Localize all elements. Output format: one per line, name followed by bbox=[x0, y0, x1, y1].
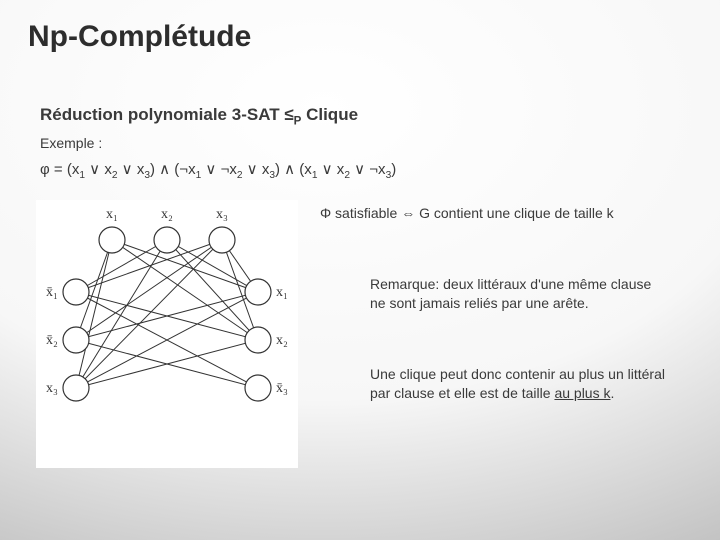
svg-text:x̄₃: x̄₃ bbox=[276, 381, 288, 396]
reduction-text-a: Réduction polynomiale 3-SAT ≤ bbox=[40, 105, 294, 124]
svg-text:x₁: x₁ bbox=[276, 285, 288, 300]
svg-text:x₂: x₂ bbox=[161, 207, 173, 222]
slide: Np-Complétude Réduction polynomiale 3-SA… bbox=[0, 0, 720, 540]
svg-text:x₃: x₃ bbox=[46, 381, 58, 396]
svg-text:x̄₂: x̄₂ bbox=[46, 333, 58, 348]
remark2-pre: Une clique peut donc contenir au plus un… bbox=[370, 366, 665, 401]
reduction-graph: x₁ x₂ x₃ x̄₁ x̄₂ x₃ x₁ x₂ x̄₃ bbox=[36, 200, 298, 468]
theorem-line: Φ satisfiable ⇔ G contient une clique de… bbox=[320, 205, 614, 221]
svg-text:x₁: x₁ bbox=[106, 207, 118, 222]
remark-2: Une clique peut donc contenir au plus un… bbox=[370, 365, 670, 403]
reduction-text-b: Clique bbox=[301, 105, 358, 124]
remark2-underlined: au plus k bbox=[554, 385, 610, 401]
svg-text:x₃: x₃ bbox=[216, 207, 228, 222]
remark-1: Remarque: deux littéraux d'une même clau… bbox=[370, 275, 660, 313]
graph-svg: x₁ x₂ x₃ x̄₁ x̄₂ x₃ x₁ x₂ x̄₃ bbox=[36, 200, 298, 440]
reduction-line: Réduction polynomiale 3-SAT ≤P Clique bbox=[40, 105, 358, 127]
remark2-post: . bbox=[611, 385, 615, 401]
example-label: Exemple : bbox=[40, 135, 102, 151]
svg-text:x̄₁: x̄₁ bbox=[46, 285, 58, 300]
formula: φ = (x1 ∨ x2 ∨ x3) ∧ (¬x1 ∨ ¬x2 ∨ x3) ∧ … bbox=[40, 160, 396, 181]
svg-text:x₂: x₂ bbox=[276, 333, 288, 348]
slide-title: Np-Complétude bbox=[28, 20, 251, 54]
